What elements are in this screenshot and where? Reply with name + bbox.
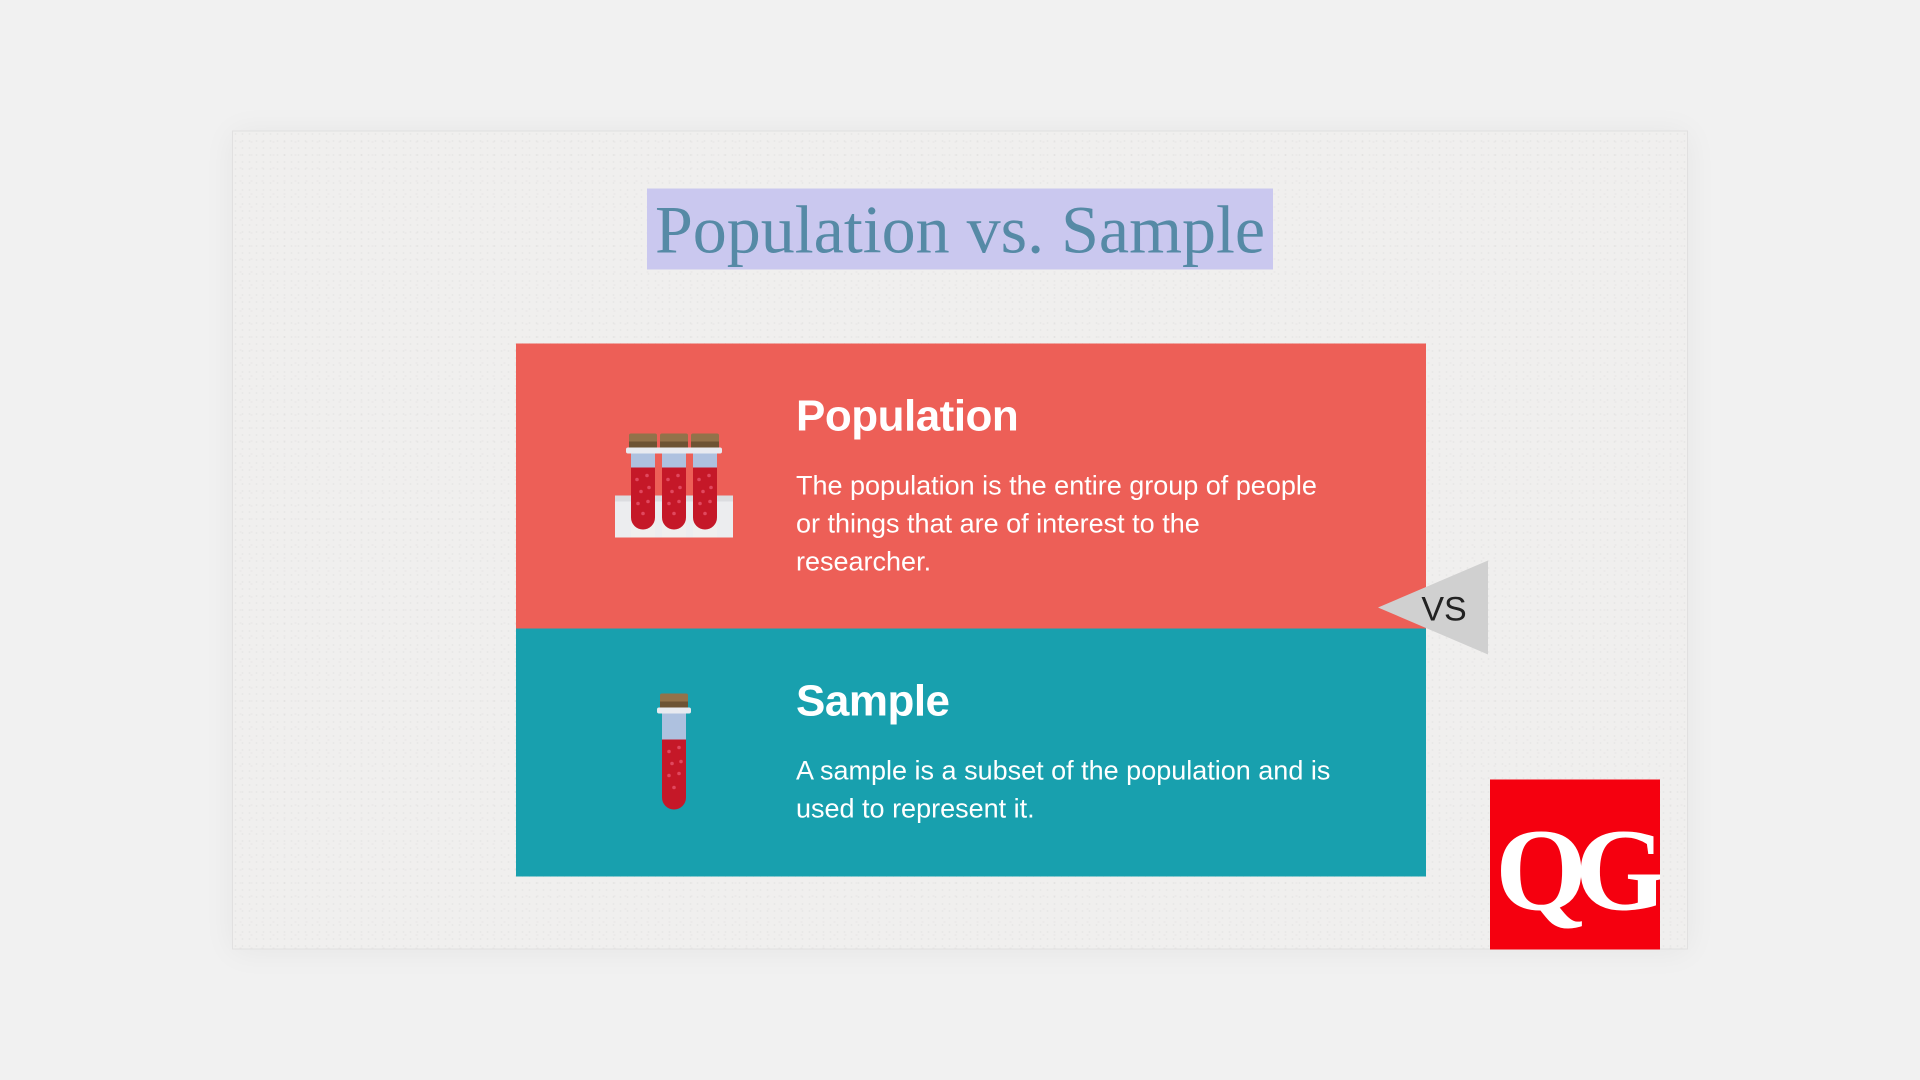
population-body: The population is the entire group of pe… — [796, 468, 1336, 581]
test-tube-icon — [654, 688, 694, 818]
comparison-panels: Population The population is the entire … — [516, 344, 1426, 877]
panel-sample: Sample A sample is a subset of the popul… — [516, 629, 1426, 877]
panel-population: Population The population is the entire … — [516, 344, 1426, 629]
sample-body: A sample is a subset of the population a… — [796, 753, 1336, 829]
vs-label: VS — [1421, 591, 1466, 629]
sample-icon-cell — [552, 688, 796, 818]
slide-frame: Population vs. Sample — [232, 131, 1688, 950]
sample-heading: Sample — [796, 677, 1374, 727]
slide-title: Population vs. Sample — [647, 189, 1273, 270]
slide-title-wrap: Population vs. Sample — [232, 131, 1688, 270]
population-heading: Population — [796, 392, 1374, 442]
qg-logo: QG — [1490, 780, 1660, 950]
svg-text:QG: QG — [1495, 805, 1660, 936]
sample-text: Sample A sample is a subset of the popul… — [796, 677, 1374, 829]
population-text: Population The population is the entire … — [796, 392, 1374, 581]
test-tubes-rack-icon — [609, 421, 739, 551]
population-icon-cell — [552, 421, 796, 551]
